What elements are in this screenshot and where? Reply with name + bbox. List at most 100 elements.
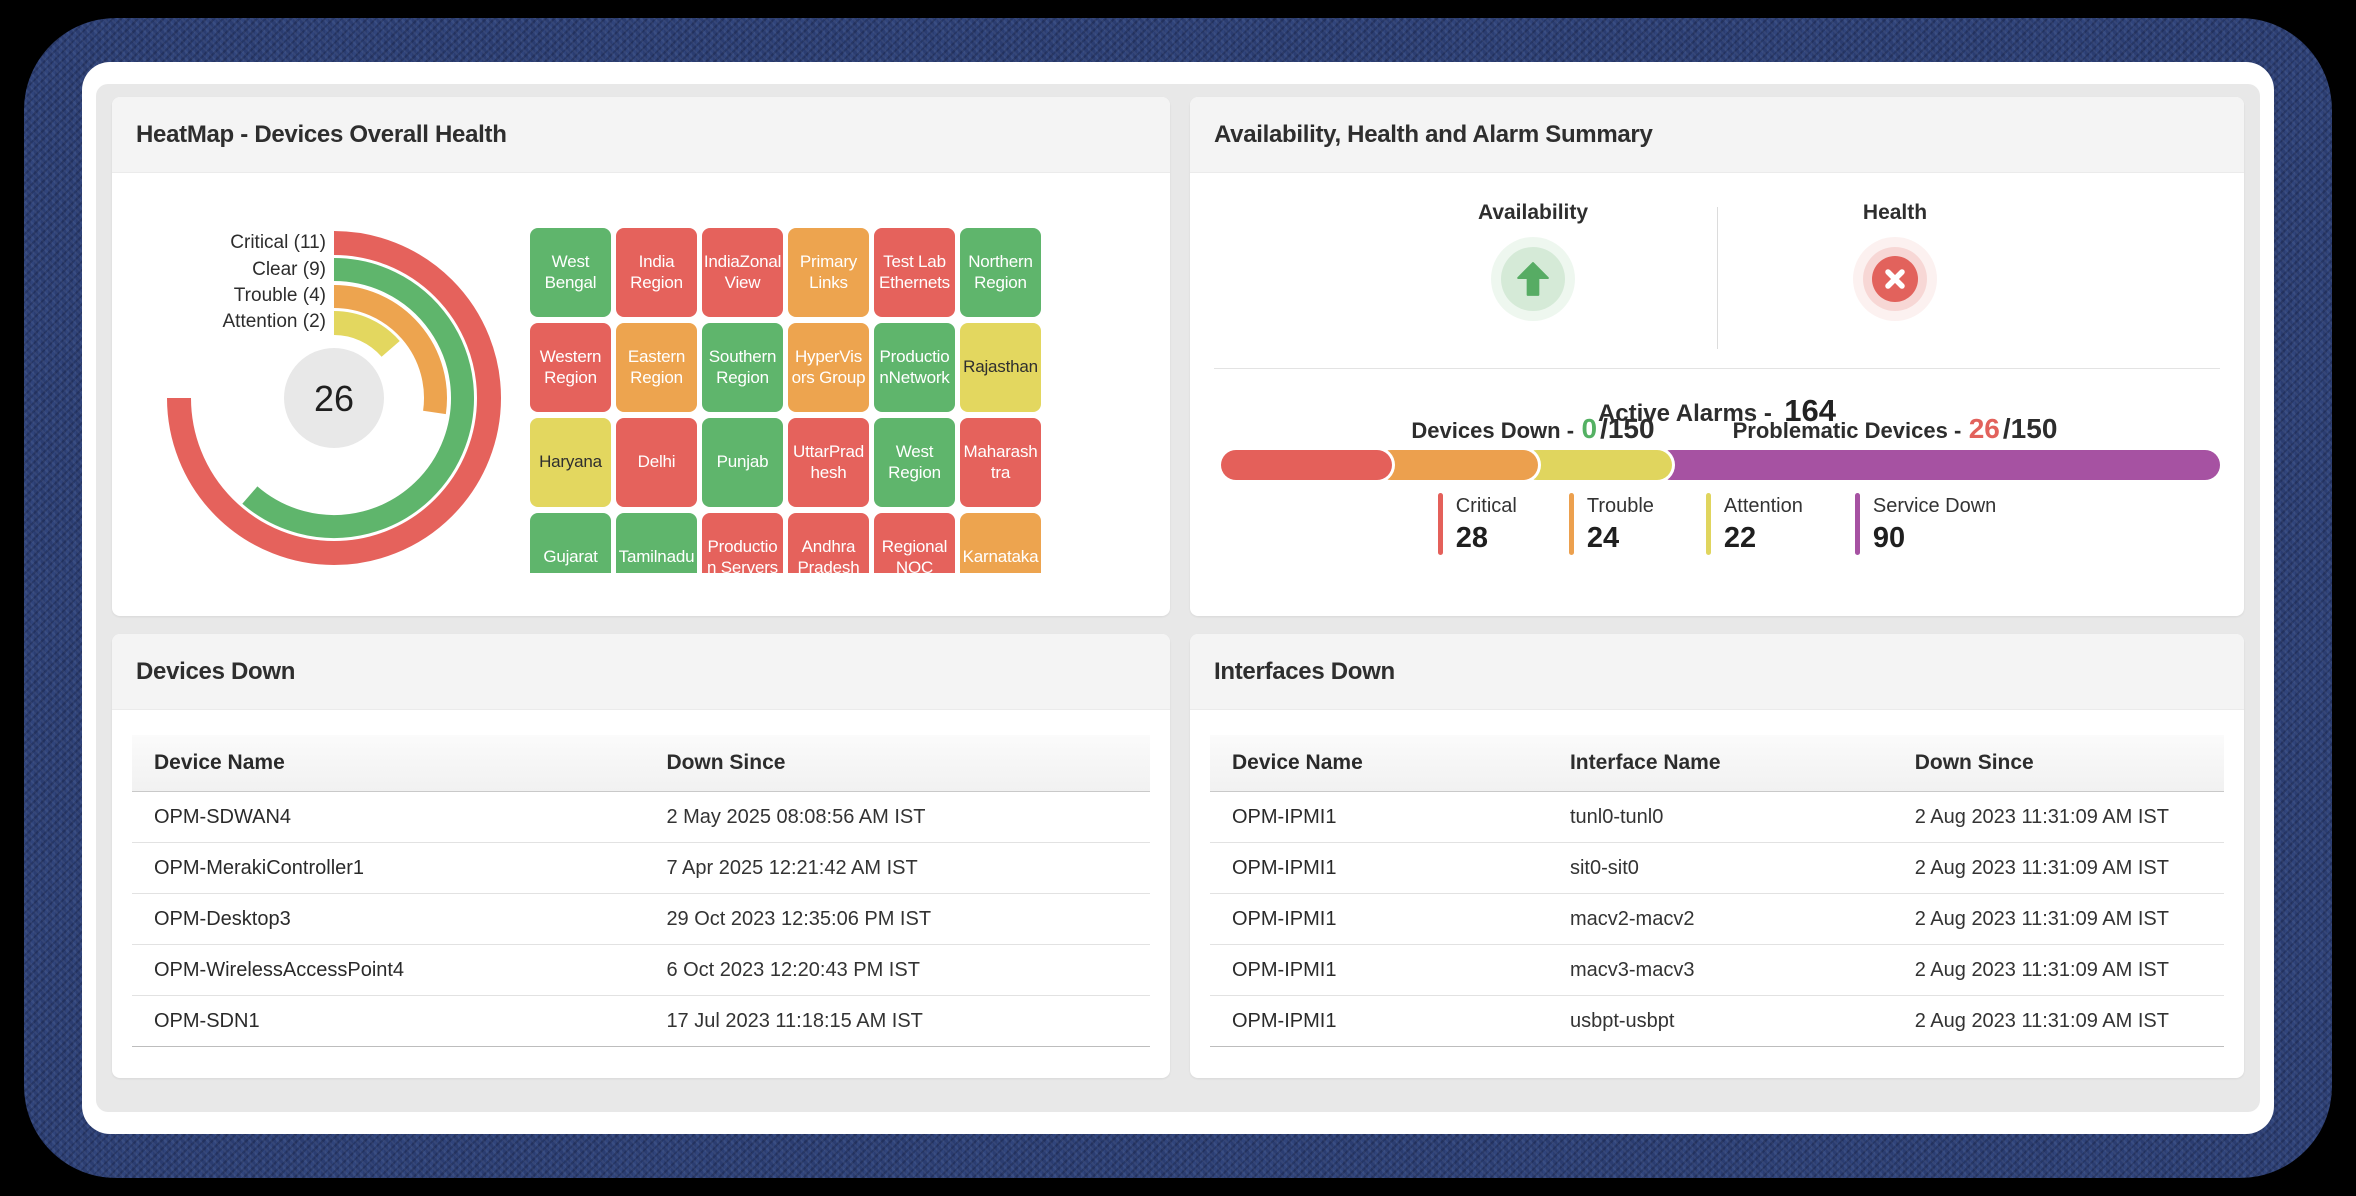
active-alarms-title: Active Alarms - 164 [1190,393,2244,429]
heatmap-panel-title: HeatMap - Devices Overall Health [136,121,507,148]
column-header[interactable]: Device Name [1232,751,1363,774]
health-block: Health Problematic Devices - 26/150 [1733,201,2058,444]
problematic-devices-label: Problematic Devices - [1732,418,1962,443]
device-name-cell[interactable]: OPM-Desktop3 [154,908,291,930]
alarm-bar-segment-trouble[interactable] [1375,450,1538,480]
devices_down-header-row: Device Name Down Since [132,735,1150,792]
region-heatmap-tile-grid: West Bengal India Region IndiaZonal View Pr… [530,228,1041,573]
alarm-bar-segment-critical[interactable] [1221,450,1392,480]
heatmap-tile[interactable]: UttarPrad hesh [788,418,869,507]
health-error-icon [1853,237,1937,321]
heatmap-tile[interactable]: India Region [616,228,697,317]
column-header[interactable]: Down Since [1914,751,2034,774]
heatmap-tile[interactable]: Delhi [616,418,697,507]
table-cell: 17 Jul 2023 11:18:15 AM IST [666,1010,923,1032]
heatmap-tile[interactable]: Andhra Pradesh [788,513,869,573]
table-cell: 2 Aug 2023 11:31:09 AM IST [1914,857,2169,879]
heatmap-tile[interactable]: Productio n Servers [702,513,783,573]
table-cell: tunl0-tunl0 [1569,806,1664,828]
ring-arc-trouble[interactable] [333,285,447,415]
alarm-legend-value: 28 [1455,522,1488,554]
alarm-bar-segment-attention[interactable] [1521,450,1672,480]
heatmap-tile[interactable]: Maharash tra [960,418,1041,507]
heatmap-tile[interactable]: West Region [874,418,955,507]
device-name-cell[interactable]: OPM-MerakiController1 [154,857,365,879]
heatmap-tile[interactable]: Haryana [530,418,611,507]
devices-down-total: /150 [1600,413,1655,444]
donut-legend-attention[interactable]: Attention (2) [222,311,327,332]
column-header[interactable]: Interface Name [1569,751,1721,774]
heatmap-tile[interactable]: Gujarat [530,513,611,573]
devices-down-panel-header: Devices Down [112,634,1170,710]
heatmap-tile[interactable]: Primary Links [788,228,869,317]
alarm-bar-segment-service-down[interactable] [1655,450,2220,480]
ring-arc-critical[interactable] [167,231,501,565]
ring-arc-attention[interactable] [333,311,400,358]
table-row: OPM-IPMI1 macv3-macv3 2 Aug 2023 11:31:09 … [1210,945,2224,996]
table-cell: 7 Apr 2025 12:21:42 AM IST [666,857,918,879]
heatmap-tile[interactable]: Rajasthan [960,323,1041,412]
device-name-cell[interactable]: OPM-IPMI1 [1232,908,1337,930]
heatmap-tile[interactable]: HyperVis ors Group [788,323,869,412]
active-alarms-stacked-bar[interactable] [1221,450,2220,480]
table-row: OPM-IPMI1 sit0-sit0 2 Aug 2023 11:31:09 AM… [1210,843,2224,894]
device-name-cell[interactable]: OPM-WirelessAccessPoint4 [154,959,405,981]
alarm-legend-item-trouble: Trouble 24 [1568,493,1654,555]
ring-arc-clear[interactable] [242,258,474,538]
heatmap-tile[interactable]: Regional NOC [874,513,955,573]
device-health-radial-chart[interactable]: 26 [144,208,524,588]
heatmap-tile[interactable]: Northern Region [960,228,1041,317]
donut-legend-clear[interactable]: Clear (9) [252,259,326,280]
device-name-cell[interactable]: OPM-SDN1 [154,1010,260,1032]
heatmap-tile[interactable]: West Bengal [530,228,611,317]
device-name-cell[interactable]: OPM-IPMI1 [1232,1010,1337,1032]
heatmap-tile[interactable]: Test Lab Ethernets [874,228,955,317]
donut-legend-trouble[interactable]: Trouble (4) [233,285,326,306]
heatmap-tile[interactable]: Tamilnadu [616,513,697,573]
column-header[interactable]: Device Name [154,751,285,774]
table-row: OPM-IPMI1 macv2-macv2 2 Aug 2023 11:31:09 … [1210,894,2224,945]
device-name-cell[interactable]: OPM-IPMI1 [1232,857,1337,879]
heatmap-tile[interactable]: Punjab [702,418,783,507]
table-cell: macv2-macv2 [1569,908,1695,930]
alarm-legend-label: Attention [1723,495,1803,517]
heatmap-tile[interactable]: Eastern Region [616,323,697,412]
heatmap-tile[interactable]: Western Region [530,323,611,412]
device-name-cell[interactable]: OPM-IPMI1 [1232,959,1337,981]
table-cell: 2 Aug 2023 11:31:09 AM IST [1914,806,2169,828]
summary-panel-header: Availability, Health and Alarm Summary [1190,97,2244,173]
alarm-legend-item-critical: Critical 28 [1437,493,1517,555]
alarm-legend-item-attention: Attention 22 [1705,493,1803,555]
device-name-cell[interactable]: OPM-IPMI1 [1232,806,1337,828]
table-cell: 2 May 2025 08:08:56 AM IST [666,806,926,828]
table-row: OPM-WirelessAccessPoint4 6 Oct 2023 12:20… [132,945,1150,996]
table-cell: 2 Aug 2023 11:31:09 AM IST [1914,959,2169,981]
x-circle-icon [1872,256,1918,302]
table-cell: sit0-sit0 [1569,857,1639,879]
heatmap-tile[interactable]: Southern Region [702,323,783,412]
problematic-devices-total: /150 [2002,413,2058,444]
arrow-up-icon [1517,262,1549,296]
alarm-legend-value: 22 [1723,522,1757,554]
summary-panel-title: Availability, Health and Alarm Summary [1214,121,1653,148]
table-row: OPM-IPMI1 tunl0-tunl0 2 Aug 2023 11:31:09 … [1210,792,2224,843]
devices-down-metric: Devices Down - 0/150 [1323,413,1743,445]
availability-block: Availability Devices Down - 0/150 [1383,201,1683,444]
interfaces-down-panel-header: Interfaces Down [1190,634,2244,710]
table-cell: 2 Aug 2023 11:31:09 AM IST [1914,908,2169,930]
donut-legend-critical[interactable]: Critical (11) [230,232,326,253]
heatmap-tile[interactable]: IndiaZonal View [702,228,783,317]
column-header[interactable]: Down Since [666,751,786,774]
active-alarms-legend: Critical 28 Trouble 24 Attention 22 Service Do… [1190,493,2244,555]
devices-down-panel-title: Devices Down [136,658,296,685]
device-name-cell[interactable]: OPM-SDWAN4 [154,806,292,828]
heatmap-tile[interactable]: Karnataka [960,513,1041,573]
table-cell: usbpt-usbpt [1569,1010,1675,1032]
alarm-legend-item-service-down: Service Down 90 [1854,493,1996,555]
summary-vertical-divider [1717,207,1718,349]
active-alarms-count: 164 [1784,393,1837,428]
heatmap-tile[interactable]: Productio nNetwork [874,323,955,412]
table-row: OPM-SDN1 17 Jul 2023 11:18:15 AM IST [132,996,1150,1047]
table-cell: 6 Oct 2023 12:20:43 PM IST [666,959,920,981]
